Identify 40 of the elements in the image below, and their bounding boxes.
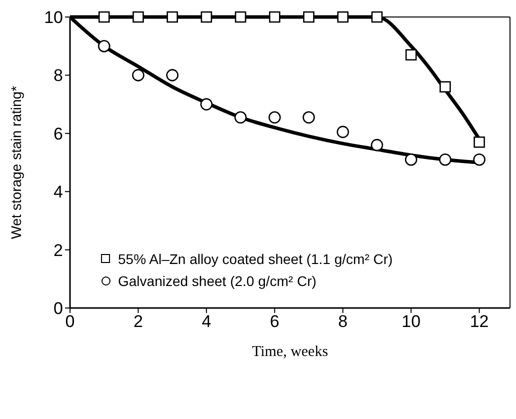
point bbox=[132, 11, 144, 23]
point bbox=[98, 40, 110, 52]
point bbox=[337, 11, 349, 23]
x-tick-label: 10 bbox=[402, 312, 421, 332]
point bbox=[302, 111, 315, 124]
y-axis-title: Wet storage stain rating* bbox=[8, 85, 24, 240]
point bbox=[200, 98, 213, 110]
y-tick-label: 6 bbox=[54, 124, 63, 144]
point bbox=[336, 126, 350, 138]
y-tick-label: 8 bbox=[54, 66, 63, 86]
y-tick-label: 4 bbox=[54, 182, 63, 202]
point bbox=[132, 69, 144, 82]
point bbox=[440, 81, 451, 92]
point bbox=[370, 138, 384, 152]
point bbox=[303, 11, 314, 23]
point bbox=[405, 49, 417, 60]
x-axis-title: Time, weeks bbox=[252, 344, 328, 360]
point bbox=[404, 153, 418, 166]
y-tick-label: 0 bbox=[54, 299, 63, 318]
point bbox=[439, 153, 452, 166]
x-tick-label: 8 bbox=[338, 312, 348, 332]
y-tick-label: 2 bbox=[54, 240, 63, 260]
x-tick-label: 4 bbox=[202, 312, 212, 332]
point bbox=[371, 11, 383, 23]
point bbox=[473, 153, 486, 166]
point bbox=[269, 11, 280, 23]
point bbox=[268, 111, 281, 124]
point bbox=[474, 136, 485, 148]
x-tick-label: 2 bbox=[133, 312, 143, 332]
legend-label: Galvanized sheet (2.0 g/cm² Cr) bbox=[118, 272, 316, 291]
point bbox=[200, 11, 212, 23]
point bbox=[166, 69, 178, 82]
x-tick-label: 6 bbox=[270, 312, 280, 332]
point bbox=[234, 111, 247, 124]
x-tick-label: 12 bbox=[470, 312, 489, 332]
point bbox=[234, 11, 246, 23]
point bbox=[166, 11, 178, 23]
y-tick-label: 10 bbox=[44, 8, 63, 28]
legend-label: 55% Al–Zn alloy coated sheet (1.1 g/cm² Cr) bbox=[118, 250, 393, 269]
point bbox=[98, 11, 110, 23]
